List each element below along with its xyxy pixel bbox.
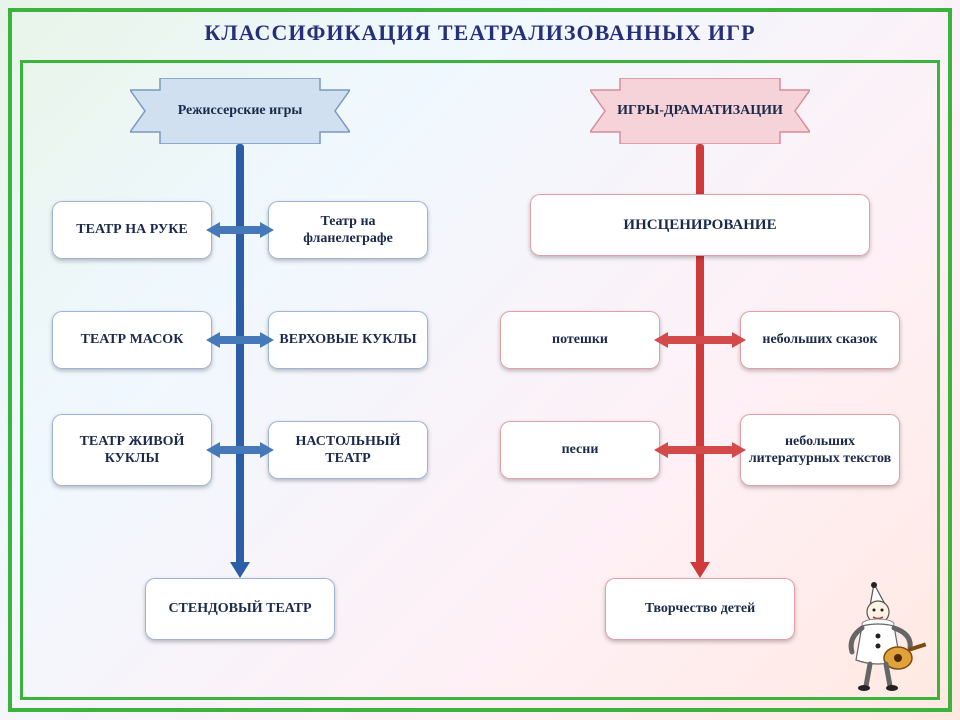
ribbon-right-label: ИГРЫ-ДРАМАТИЗАЦИИ (599, 102, 801, 120)
box-left-bottom: СТЕНДОВЫЙ ТЕАТР (145, 578, 335, 640)
box-left-l1: ТЕАТР НА РУКЕ (52, 201, 212, 259)
box-left-l3: ТЕАТР ЖИВОЙ КУКЛЫ (52, 414, 212, 486)
box-right-bottom: Творчество детей (605, 578, 795, 640)
left-axis (236, 144, 244, 564)
harrow-right-1 (666, 336, 734, 344)
harrow-left-2 (218, 336, 262, 344)
ribbon-left: Режиссерские игры (130, 78, 350, 144)
harrow-right-2 (666, 446, 734, 454)
harrow-left-3 (218, 446, 262, 454)
box-right-l1: потешки (500, 311, 660, 369)
page-title: КЛАССИФИКАЦИЯ ТЕАТРАЛИЗОВАННЫХ ИГР (0, 20, 960, 46)
box-left-r3: НАСТОЛЬНЫЙ ТЕАТР (268, 421, 428, 479)
box-right-r1: небольших сказок (740, 311, 900, 369)
harrow-left-1 (218, 226, 262, 234)
box-right-top: ИНСЦЕНИРОВАНИЕ (530, 194, 870, 256)
box-left-r1: Театр на фланелеграфе (268, 201, 428, 259)
ribbon-right: ИГРЫ-ДРАМАТИЗАЦИИ (590, 78, 810, 144)
box-left-l2: ТЕАТР МАСОК (52, 311, 212, 369)
box-right-r2: небольших литературных текстов (740, 414, 900, 486)
pierrot-figure (830, 582, 930, 692)
ribbon-left-label: Режиссерские игры (160, 102, 321, 120)
box-right-l2: песни (500, 421, 660, 479)
box-left-r2: ВЕРХОВЫЕ КУКЛЫ (268, 311, 428, 369)
